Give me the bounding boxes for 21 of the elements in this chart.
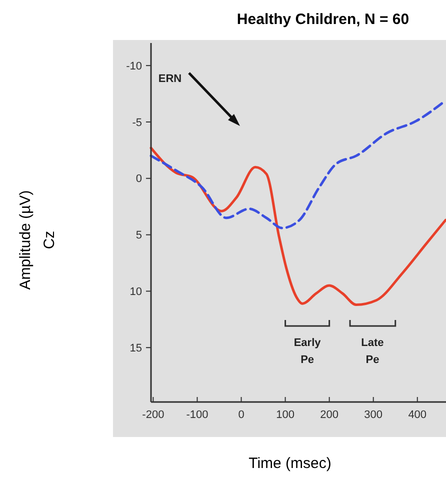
x-tick-label: 0 bbox=[238, 409, 244, 421]
x-tick-label: 300 bbox=[364, 409, 383, 421]
line-series bbox=[150, 146, 446, 306]
x-tick-label: 100 bbox=[276, 409, 294, 421]
y-tick-label: -5 bbox=[132, 116, 142, 129]
line-series bbox=[150, 99, 446, 230]
y-tick-label: 15 bbox=[130, 342, 142, 354]
y-tick-label: 10 bbox=[130, 286, 142, 298]
y-tick-label: 0 bbox=[136, 173, 142, 186]
x-tick-label: -200 bbox=[142, 409, 164, 421]
x-tick-label: -100 bbox=[186, 409, 208, 421]
annotation: Late Pe bbox=[361, 337, 384, 366]
x-axis-title: Time (msec) bbox=[248, 455, 332, 472]
x-tick-label: 400 bbox=[408, 409, 427, 421]
y-tick-label: 5 bbox=[136, 230, 142, 242]
x-tick-label: 200 bbox=[320, 409, 338, 421]
y-tick-label: -10 bbox=[126, 60, 142, 72]
y-axis-title: Amplitude (µV) Cz bbox=[17, 190, 58, 290]
annotation: Early Pe bbox=[294, 337, 322, 366]
annotation: ERN bbox=[158, 73, 182, 85]
chart-title: Healthy Children, N = 60 bbox=[236, 11, 410, 28]
